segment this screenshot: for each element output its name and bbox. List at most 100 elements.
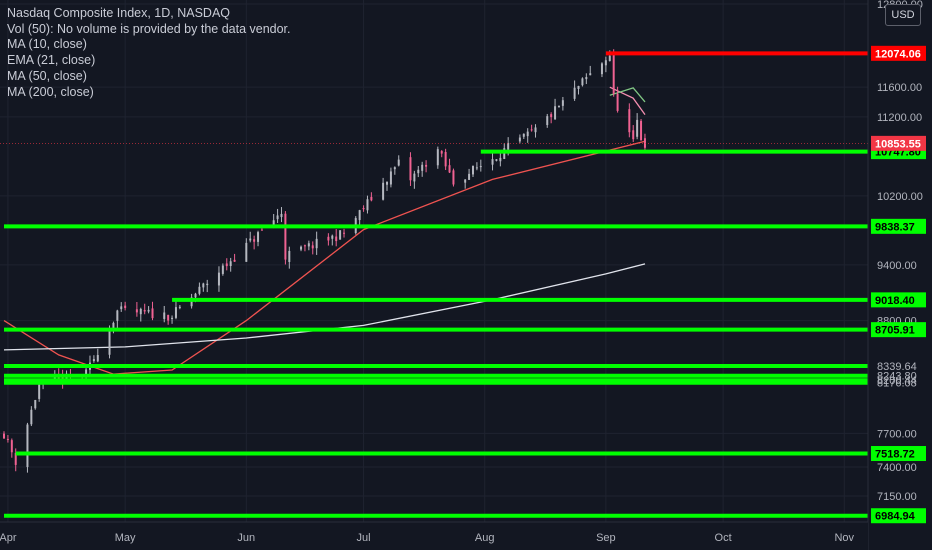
level-value-label: 8243.80 [877,371,917,383]
candle-body [499,157,502,162]
candle-body [10,440,13,453]
candle [581,77,584,87]
level-value-label: 8200.44 [877,375,917,387]
candle [382,177,385,201]
candle-body [530,129,533,131]
candle-body [468,173,471,180]
candle-body [167,314,170,321]
candle [522,133,525,140]
price-tick-label: 11600.00 [877,82,922,94]
candle [440,150,443,158]
candle-body [171,317,174,319]
currency-button[interactable]: USD [885,4,921,26]
candle [3,431,5,439]
candle-body [14,452,17,465]
candle-body [202,283,205,288]
candle [475,162,478,171]
candle-body [444,151,447,167]
legend-ma200[interactable]: MA (200, close) [7,84,94,99]
candle [311,241,314,255]
time-axis-background [0,522,868,550]
level-value-label: 8176.08 [877,378,917,390]
candle-body [280,213,283,218]
candle-body [34,399,37,409]
candle-body [151,308,154,319]
candle [616,86,619,113]
candle [362,205,365,212]
candle [26,422,29,473]
candle-body [577,85,580,89]
level-value-label: 6984.94 [875,511,916,523]
level-value-box [871,45,926,61]
candle [491,151,494,171]
level-value-label: 8705.91 [875,325,915,337]
candlestick-series [3,49,646,473]
candle-body [608,55,611,62]
candle [452,168,455,187]
candle [217,266,220,292]
candle-body [604,60,607,66]
candle [526,128,529,143]
candle [636,113,639,140]
candle-body [366,199,369,211]
candle-body [389,171,392,185]
candle [38,384,41,402]
candle [284,211,287,265]
legend-ma50[interactable]: MA (50, close) [7,68,87,83]
candle [307,240,310,251]
candle-body [288,250,291,262]
candle-body [479,166,482,168]
time-axis[interactable]: Apr May Jun Jul Aug Sep Oct Nov [0,521,868,550]
candle [303,244,306,252]
candle-body [581,78,584,86]
time-tick-label: Nov [834,532,854,544]
candle [245,238,248,262]
level-value-box [871,446,926,462]
candle [253,235,256,250]
level-value-label: 12074.06 [875,48,921,60]
candle [557,105,560,108]
horizontal-levels[interactable] [0,51,868,518]
candle-body [174,307,177,318]
time-tick-label: Sep [596,532,616,544]
candle [116,309,119,329]
level-value-label: 9018.40 [875,295,915,307]
candle [573,80,576,101]
candle-body [229,261,232,267]
legend-ema21[interactable]: EMA (21, close) [7,53,96,68]
candle [96,348,99,363]
candle [10,438,13,458]
last-price-label: 10853.55 [875,138,921,150]
candle [280,207,283,223]
candle [202,282,205,292]
candle [300,245,303,252]
candle-body [245,242,248,262]
candle-body [194,293,197,298]
legend-ma10[interactable]: MA (10, close) [7,37,87,52]
candle [92,355,95,363]
legend-title[interactable]: Nasdaq Composite Index, 1D, NASDAQ [7,6,231,20]
price-tick-label: 7150.00 [877,491,917,503]
candle [135,301,138,317]
candle [389,167,392,188]
candle [335,229,338,247]
candle [546,113,549,128]
candle-body [300,246,303,250]
candle [174,301,177,320]
price-axis[interactable]: 12800.0011600.0011200.0010200.009400.008… [867,0,932,550]
candle-body [339,230,342,240]
candle [417,165,420,178]
candle-body [425,164,428,167]
candle [600,62,603,78]
candle [612,49,615,97]
price-tick-label: 10200.00 [877,191,923,203]
candle-body [632,130,635,140]
candle [139,307,142,322]
candle-body [421,164,424,171]
candle-body [436,149,439,166]
candle-body [386,182,389,185]
candle [577,85,580,95]
candle [632,125,635,142]
legend-volume[interactable]: Vol (50): No volume is provided by the d… [7,21,291,36]
